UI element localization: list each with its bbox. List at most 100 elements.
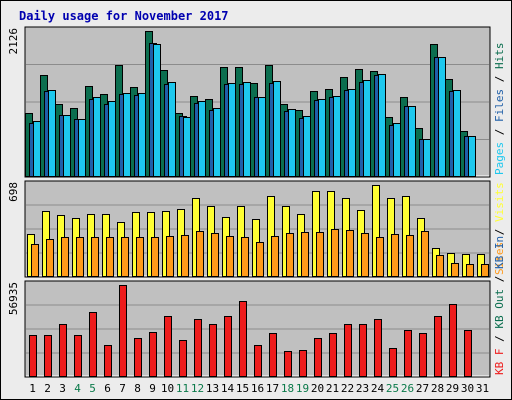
day-label-21: 21 xyxy=(326,382,339,395)
bar-pages-day-16 xyxy=(258,97,266,177)
legend-entry: Pages xyxy=(493,142,506,175)
bar-sites-day-3 xyxy=(61,237,69,277)
day-label-10: 10 xyxy=(161,382,174,395)
day-label-9: 9 xyxy=(149,382,156,395)
bar-sites-day-27 xyxy=(421,231,429,277)
bar-kb-f-day-6 xyxy=(104,345,112,377)
day-label-11: 11 xyxy=(176,382,189,395)
bar-kb-f-day-7 xyxy=(119,285,127,377)
bar-kb-f-day-28 xyxy=(434,316,442,377)
bar-sites-day-11 xyxy=(181,235,189,277)
bar-pages-day-19 xyxy=(303,116,311,177)
bar-pages-day-24 xyxy=(378,74,386,177)
bar-pages-day-30 xyxy=(468,136,476,177)
bar-kb-f-day-8 xyxy=(134,338,142,377)
bar-pages-day-3 xyxy=(63,115,71,177)
bar-sites-day-5 xyxy=(91,237,99,277)
bar-sites-day-29 xyxy=(451,263,459,277)
day-label-6: 6 xyxy=(104,382,111,395)
panel-kbf: 56935 KB F / KB Out / KB In xyxy=(7,236,506,378)
bar-sites-day-2 xyxy=(46,239,54,277)
bar-kb-f-day-24 xyxy=(374,319,382,377)
day-label-1: 1 xyxy=(29,382,36,395)
bar-pages-day-15 xyxy=(243,82,251,177)
bar-sites-day-20 xyxy=(316,232,324,277)
legend-entry: Hits xyxy=(493,43,506,70)
max-value-label: 2126 xyxy=(7,28,20,55)
bar-sites-day-23 xyxy=(361,233,369,277)
bar-pages-day-27 xyxy=(423,139,431,177)
bar-pages-day-9 xyxy=(153,44,161,177)
day-label-29: 29 xyxy=(446,382,459,395)
bar-sites-day-1 xyxy=(31,244,39,277)
bar-pages-day-8 xyxy=(138,93,146,177)
legend-entry: / xyxy=(493,269,506,289)
day-label-18: 18 xyxy=(281,382,294,395)
bar-sites-day-30 xyxy=(466,264,474,277)
legend: Sites / Visits xyxy=(493,182,506,275)
bar-pages-day-1 xyxy=(33,121,41,177)
legend: KB F / KB Out / KB In xyxy=(493,236,506,375)
bar-sites-day-12 xyxy=(196,231,204,277)
day-label-31: 31 xyxy=(476,382,489,395)
day-label-25: 25 xyxy=(386,382,399,395)
legend: Pages / Files / Hits xyxy=(493,43,506,176)
day-label-26: 26 xyxy=(401,382,414,395)
bar-sites-day-15 xyxy=(241,237,249,277)
panel-visits-sites: 698 Sites / Visits xyxy=(7,180,506,278)
bar-pages-day-10 xyxy=(168,82,176,177)
day-label-28: 28 xyxy=(431,382,444,395)
day-label-8: 8 xyxy=(134,382,141,395)
bar-kb-f-day-15 xyxy=(239,301,247,377)
day-label-19: 19 xyxy=(296,382,309,395)
day-label-15: 15 xyxy=(236,382,249,395)
day-label-5: 5 xyxy=(89,382,96,395)
legend-entry: KB Out xyxy=(493,289,506,329)
bar-kb-f-day-21 xyxy=(329,333,337,377)
day-label-2: 2 xyxy=(44,382,51,395)
day-label-16: 16 xyxy=(251,382,264,395)
bar-sites-day-25 xyxy=(391,234,399,277)
bar-pages-day-14 xyxy=(228,83,236,177)
day-label-4: 4 xyxy=(74,382,81,395)
bar-pages-day-29 xyxy=(453,90,461,177)
bar-pages-day-22 xyxy=(348,89,356,177)
legend-entry: / xyxy=(493,122,506,142)
bar-pages-day-13 xyxy=(213,108,221,177)
bar-sites-day-13 xyxy=(211,233,219,277)
bar-kb-f-day-11 xyxy=(179,340,187,377)
day-label-17: 17 xyxy=(266,382,279,395)
bar-kb-f-day-30 xyxy=(464,330,472,377)
day-label-20: 20 xyxy=(311,382,324,395)
legend-entry: / xyxy=(493,222,506,242)
day-label-13: 13 xyxy=(206,382,219,395)
bar-kb-f-day-2 xyxy=(44,335,52,377)
bar-pages-day-20 xyxy=(318,99,326,177)
day-label-23: 23 xyxy=(356,382,369,395)
bar-sites-day-7 xyxy=(121,237,129,277)
legend-entry: / xyxy=(493,329,506,349)
bar-kb-f-day-10 xyxy=(164,316,172,377)
bar-pages-day-17 xyxy=(273,81,281,177)
bar-kb-f-day-16 xyxy=(254,345,262,377)
bar-pages-day-28 xyxy=(438,57,446,177)
bar-kb-f-day-25 xyxy=(389,348,397,377)
bar-pages-day-26 xyxy=(408,106,416,177)
bar-sites-day-26 xyxy=(406,235,414,277)
bar-kb-f-day-1 xyxy=(29,335,37,377)
bar-sites-day-21 xyxy=(331,229,339,277)
bar-kb-f-day-14 xyxy=(224,316,232,377)
bar-kb-f-day-22 xyxy=(344,324,352,377)
bar-kb-f-day-27 xyxy=(419,333,427,377)
bar-pages-day-21 xyxy=(333,96,341,177)
day-label-12: 12 xyxy=(191,382,204,395)
day-label-7: 7 xyxy=(119,382,126,395)
day-label-3: 3 xyxy=(59,382,66,395)
bar-kb-f-day-17 xyxy=(269,333,277,377)
bar-sites-day-24 xyxy=(376,237,384,277)
day-label-27: 27 xyxy=(416,382,429,395)
bar-kb-f-day-20 xyxy=(314,338,322,377)
bar-pages-day-11 xyxy=(183,117,191,177)
bar-sites-day-28 xyxy=(436,255,444,277)
